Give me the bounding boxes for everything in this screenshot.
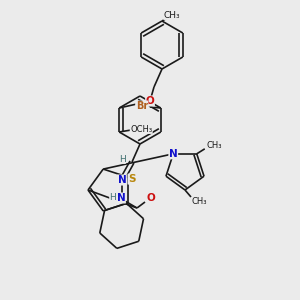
Text: H: H: [118, 154, 125, 164]
Text: S: S: [128, 174, 136, 184]
Text: O: O: [146, 96, 154, 106]
Text: N: N: [117, 193, 125, 203]
Text: H: H: [110, 193, 116, 202]
Text: Br: Br: [136, 101, 148, 111]
Text: N: N: [169, 149, 178, 159]
Text: N: N: [118, 175, 126, 185]
Text: OCH₃: OCH₃: [130, 124, 152, 134]
Text: CH₃: CH₃: [191, 197, 207, 206]
Text: O: O: [147, 193, 155, 203]
Text: CH₃: CH₃: [206, 141, 221, 150]
Text: CH₃: CH₃: [164, 11, 180, 20]
